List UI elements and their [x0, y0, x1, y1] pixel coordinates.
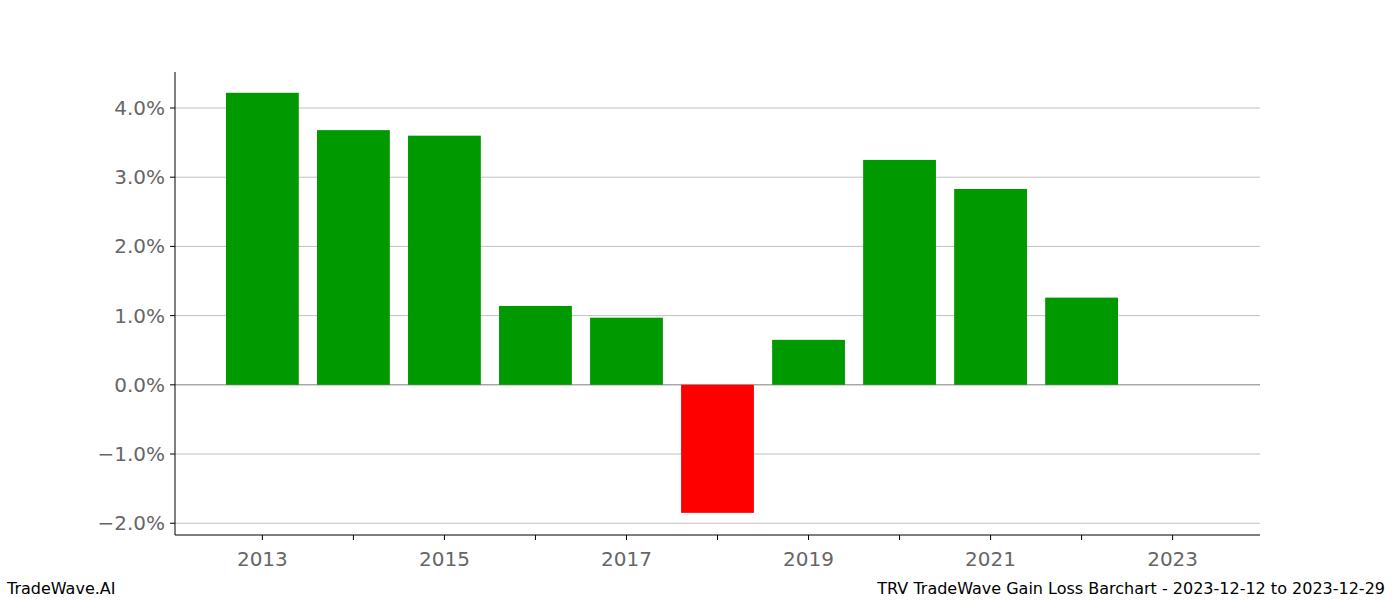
x-tick — [990, 535, 991, 540]
y-tick — [170, 384, 175, 385]
grid — [175, 108, 1260, 523]
x-tick — [1081, 535, 1082, 540]
y-tick-label: 0.0% — [114, 373, 165, 397]
y-tick-label: 1.0% — [114, 304, 165, 328]
bar — [317, 130, 390, 385]
chart-container: −2.0% −1.0% 0.0% 1.0% 2.0% 3.0% 4.0% 2013 2015 20… — [0, 0, 1400, 600]
x-tick-label: 2019 — [783, 547, 834, 571]
y-tick-label: 2.0% — [114, 234, 165, 258]
x-tick-label: 2017 — [601, 547, 652, 571]
grid-line — [175, 107, 1260, 108]
x-tick — [899, 535, 900, 540]
y-tick — [170, 523, 175, 524]
bar — [226, 93, 299, 385]
x-tick — [717, 535, 718, 540]
bar — [408, 136, 481, 385]
bar — [863, 160, 936, 385]
y-tick — [170, 454, 175, 455]
y-tick — [170, 107, 175, 108]
y-tick — [170, 246, 175, 247]
chart-svg: −2.0% −1.0% 0.0% 1.0% 2.0% 3.0% 4.0% 2013 2015 20… — [0, 0, 1400, 600]
x-tick — [808, 535, 809, 540]
x-tick — [353, 535, 354, 540]
y-tick-label: −1.0% — [97, 442, 165, 466]
annotation: TradeWave.AI — [6, 579, 115, 598]
bar — [954, 189, 1027, 385]
y-tick — [170, 177, 175, 178]
chart-title: TRV TradeWave Gain Loss Barchart - 2023-… — [876, 579, 1385, 598]
bar — [681, 385, 754, 513]
x-tick — [1172, 535, 1173, 540]
x-tick-label: 2021 — [965, 547, 1016, 571]
x-tick — [535, 535, 536, 540]
x-tick-label: 2015 — [419, 547, 470, 571]
x-tick-label: 2023 — [1147, 547, 1198, 571]
y-axis-line — [175, 72, 176, 535]
grid-line — [175, 523, 1260, 524]
bar — [499, 306, 572, 385]
bar — [590, 318, 663, 385]
x-tick-label: 2013 — [237, 547, 288, 571]
y-tick — [170, 315, 175, 316]
x-tick — [262, 535, 263, 540]
x-tick — [626, 535, 627, 540]
y-tick-label: 3.0% — [114, 165, 165, 189]
y-tick-label: 4.0% — [114, 96, 165, 120]
y-tick-label: −2.0% — [97, 511, 165, 535]
bar — [772, 340, 845, 385]
x-tick — [444, 535, 445, 540]
bar — [1045, 298, 1118, 385]
bars — [226, 93, 1118, 513]
